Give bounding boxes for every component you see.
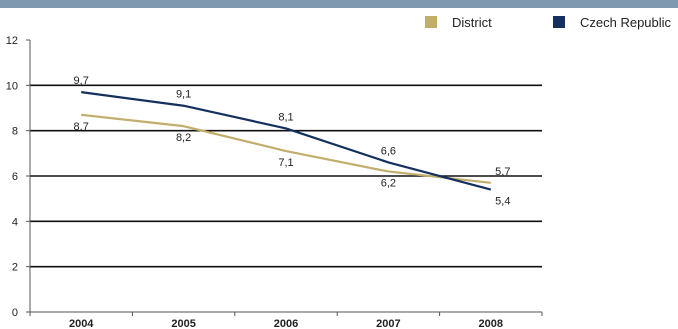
y-tick-label: 2	[12, 262, 18, 274]
data-label: 5,7	[495, 166, 510, 178]
data-label: 8,1	[278, 111, 293, 123]
legend-label: District	[452, 15, 492, 30]
y-tick-label: 10	[6, 80, 18, 92]
data-label: 5,4	[495, 196, 510, 208]
y-tick-label: 4	[12, 216, 18, 228]
data-label: 9,7	[74, 75, 89, 87]
header-bar	[0, 0, 678, 8]
x-tick-label: 2005	[171, 318, 195, 329]
y-tick-label: 12	[6, 35, 18, 47]
data-label: 8,7	[74, 121, 89, 133]
x-tick-label: 2006	[274, 318, 298, 329]
x-tick-label: 2004	[69, 318, 94, 329]
data-labels: 8,7 8,2 7,1 6,2 5,7 9,7 9,1 8,1 6,6 5,4	[74, 75, 511, 207]
x-tick-label: 2008	[479, 318, 503, 329]
data-label: 6,6	[381, 145, 396, 157]
y-tick-label: 8	[12, 126, 18, 138]
legend-swatch	[425, 16, 437, 28]
y-tick-label: 6	[12, 171, 18, 183]
legend: District Czech Republic	[425, 15, 672, 30]
data-label: 7,1	[278, 157, 293, 169]
axes: 0 2 4 6 8 10 12 2004 2005 2006 2007 2008	[6, 35, 543, 329]
data-label: 9,1	[176, 89, 191, 101]
x-tick-label: 2007	[376, 318, 400, 329]
legend-label: Czech Republic	[580, 15, 672, 30]
gridlines	[30, 84, 542, 268]
data-label: 6,2	[381, 177, 396, 189]
legend-swatch	[553, 16, 565, 28]
y-tick-label: 0	[12, 307, 18, 319]
data-label: 8,2	[176, 132, 191, 144]
series-lines	[81, 91, 492, 191]
